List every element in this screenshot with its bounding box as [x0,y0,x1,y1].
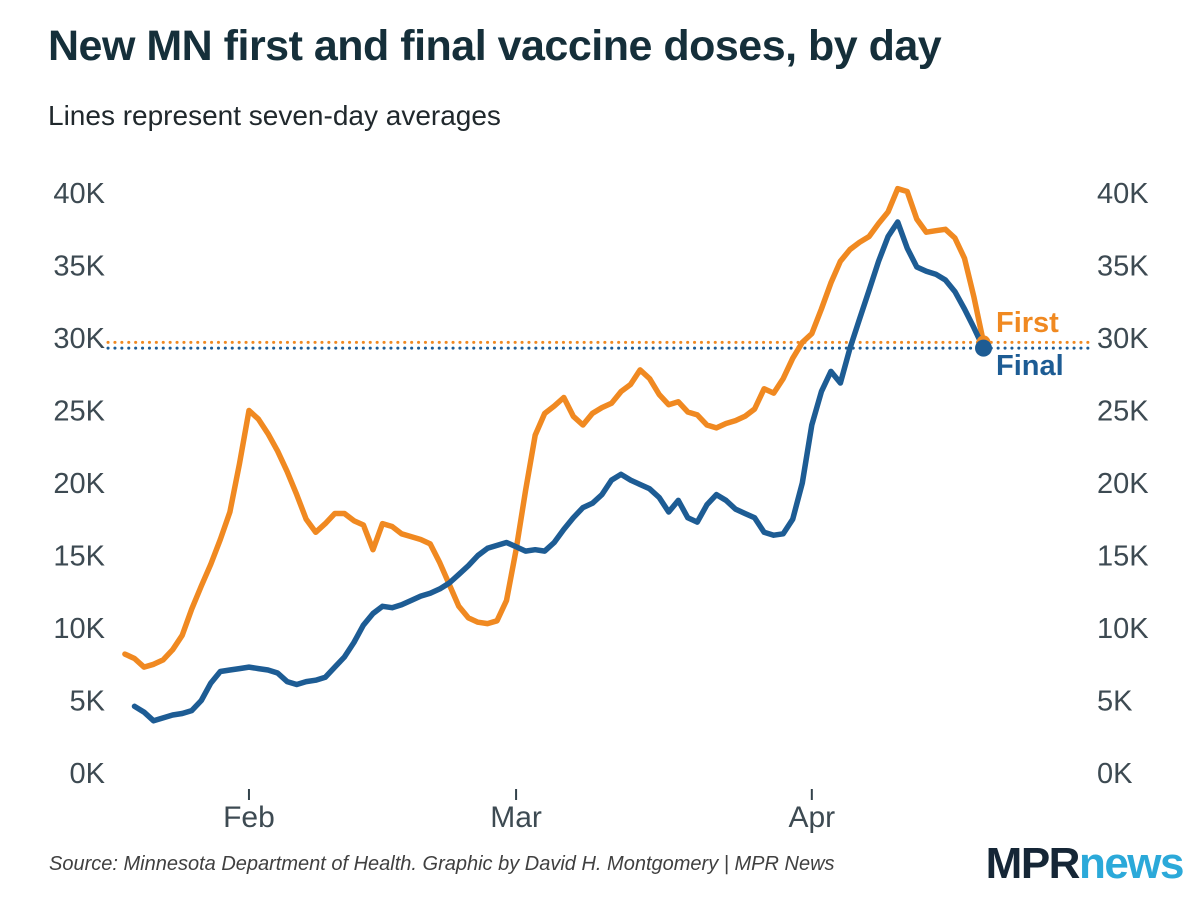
x-axis-label: Mar [490,801,542,834]
series-label-final: Final [996,350,1064,382]
page-subtitle: Lines represent seven-day averages [48,100,501,131]
y-axis-label-right: 25K [1097,396,1149,428]
y-axis-label-right: 10K [1097,613,1149,645]
y-axis-label-right: 0K [1097,758,1133,790]
x-axis-label: Feb [223,801,275,834]
y-axis-label-left: 15K [53,541,105,573]
mpr-news-logo: MPRnews [985,839,1185,888]
logo-news-text: news [1078,839,1185,888]
y-axis-label-right: 40K [1097,178,1149,210]
y-axis-label-left: 25K [53,396,105,428]
y-axis-label-left: 10K [53,613,105,645]
y-axis-label-left: 40K [53,178,105,210]
y-axis-label-left: 5K [70,686,106,718]
end-dot-final [975,339,992,357]
series-line-final [131,219,987,724]
x-axis-label: Apr [788,801,835,834]
source-credit: Source: Minnesota Department of Health. … [49,853,835,875]
logo-mpr-text: MPR [985,839,1081,888]
series-line-first [122,185,987,670]
y-axis-label-left: 30K [53,323,105,355]
y-axis-label-right: 30K [1097,323,1149,355]
y-axis-label-right: 20K [1097,468,1149,500]
y-axis-label-left: 20K [53,468,105,500]
series-label-first: First [996,307,1059,339]
y-axis-label-right: 15K [1097,541,1149,573]
y-axis-label-left: 35K [53,251,105,283]
page-title: New MN first and final vaccine doses, by… [48,22,942,70]
y-axis-label-right: 5K [1097,686,1133,718]
y-axis-label-left: 0K [70,758,106,790]
y-axis-label-right: 35K [1097,251,1149,283]
